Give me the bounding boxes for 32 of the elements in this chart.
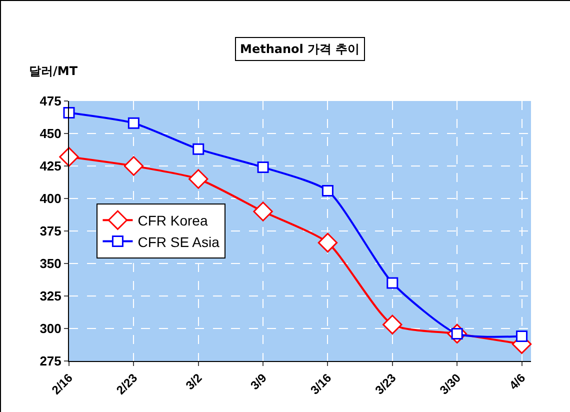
point: [124, 156, 144, 176]
y-tick-label: 475: [40, 94, 62, 109]
point: [382, 314, 402, 334]
x-tick-label: 4/6: [506, 370, 528, 393]
y-tick-label: 425: [40, 158, 62, 174]
y-tick-label: 400: [40, 191, 62, 206]
x-tick-label: 3/30: [437, 370, 464, 398]
point: [253, 202, 273, 222]
x-tick-label: 3/23: [372, 370, 399, 398]
x-tick-label: 3/9: [248, 370, 270, 393]
legend-label: CFR SE Asia: [138, 234, 220, 250]
y-tick-label: 375: [40, 224, 62, 239]
point: [59, 147, 79, 167]
y-tick-label: 300: [40, 321, 62, 336]
x-tick-label: 3/16: [308, 370, 334, 398]
point: [257, 162, 269, 174]
point: [516, 330, 528, 342]
point: [63, 106, 75, 118]
y-tick-label: 350: [40, 256, 62, 272]
legend-label: CFR Korea: [138, 212, 208, 229]
y-tick-label: 325: [40, 288, 62, 304]
point: [192, 143, 204, 155]
chart-title: Methanol 가격 추이: [240, 42, 360, 56]
point: [188, 169, 208, 189]
point: [386, 277, 398, 289]
y-axis-title: 달러/MT: [29, 64, 78, 78]
point: [318, 232, 338, 253]
point: [322, 184, 334, 196]
y-tick-label: 275: [40, 354, 62, 369]
point: [128, 117, 140, 129]
y-tick-label: 450: [40, 126, 62, 142]
x-tick-label: 3/2: [183, 370, 205, 393]
